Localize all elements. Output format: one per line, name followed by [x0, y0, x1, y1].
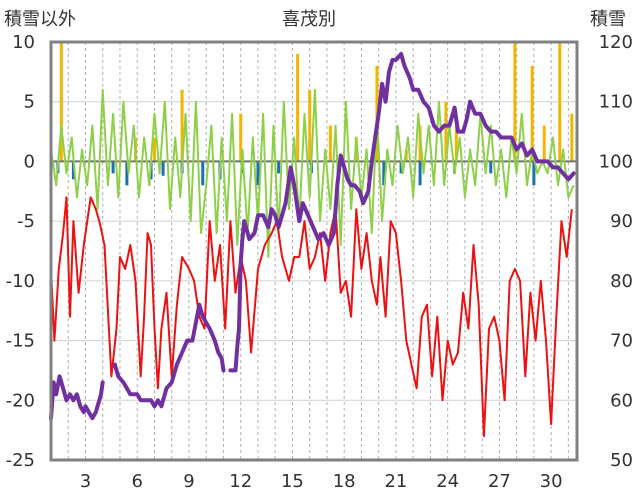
- y-left-tick-label: 5: [24, 92, 35, 113]
- bar-mark: [513, 42, 517, 162]
- series-line: [50, 196, 573, 438]
- bar-mark: [180, 89, 184, 162]
- y-right-tick-label: 110: [599, 92, 633, 113]
- bar-mark: [308, 89, 312, 162]
- gridlines: [51, 41, 577, 461]
- y-right-tick-label: 50: [610, 450, 633, 471]
- series-line: [50, 88, 575, 258]
- y-right-tick-label: 90: [610, 211, 633, 232]
- x-tick-label: 21: [384, 471, 407, 492]
- y-left-tick-label: -15: [6, 331, 35, 352]
- y-left-tick-label: 10: [12, 32, 35, 53]
- x-tick-label: 27: [488, 471, 511, 492]
- bar-mark: [570, 113, 574, 162]
- bar-mark: [71, 161, 75, 180]
- y-right-tick-label: 70: [610, 331, 633, 352]
- bar-mark: [489, 161, 493, 174]
- y-right-tick-label: 80: [610, 271, 633, 292]
- bar-mark: [399, 161, 403, 174]
- chart-title: 喜茂別: [282, 9, 336, 30]
- bar-mark: [296, 53, 300, 162]
- x-tick-label: 18: [333, 471, 356, 492]
- bar-mark: [239, 113, 243, 162]
- right-axis-title: 積雪: [590, 9, 626, 30]
- bar-mark: [59, 42, 63, 162]
- x-tick-label: 12: [229, 471, 252, 492]
- snow-depth-line: [112, 302, 226, 409]
- y-left-tick-label: -20: [6, 390, 35, 411]
- y-right-tick-label: 100: [599, 151, 633, 172]
- bar-mark: [161, 161, 165, 176]
- bar-mark: [277, 161, 281, 174]
- plot-frame: [49, 40, 579, 462]
- left-axis-title: 積雪以外: [4, 9, 76, 30]
- x-tick-label: 6: [132, 471, 143, 492]
- y-right-tick-label: 60: [610, 390, 633, 411]
- bar-mark: [256, 161, 260, 186]
- x-tick-label: 9: [183, 471, 194, 492]
- bar-mark: [444, 101, 448, 162]
- bar-mark: [382, 161, 386, 186]
- y-left-tick-label: -10: [6, 271, 35, 292]
- x-tick-label: 3: [80, 471, 91, 492]
- bar-mark: [201, 161, 205, 186]
- bar-mark: [542, 125, 546, 162]
- y-left-tick-label: 0: [24, 151, 35, 172]
- bar-mark: [125, 161, 129, 186]
- x-tick-label: 15: [281, 471, 304, 492]
- bar-mark: [454, 125, 458, 162]
- x-tick-label: 24: [436, 471, 459, 492]
- y-right-tick-label: 120: [599, 32, 633, 53]
- line-series: [49, 51, 576, 438]
- snow-depth-line: [228, 51, 576, 373]
- bar-mark: [328, 125, 332, 162]
- bar-mark: [418, 161, 422, 186]
- bar-mark: [558, 42, 562, 162]
- bar-mark: [532, 161, 536, 186]
- bar-mark: [111, 161, 115, 174]
- bar-mark: [152, 137, 156, 162]
- snow-depth-line: [49, 374, 105, 421]
- y-left-tick-label: -5: [17, 211, 35, 232]
- x-tick-label: 30: [540, 471, 563, 492]
- y-left-tick-label: -25: [6, 450, 35, 471]
- bar-mark: [530, 65, 534, 162]
